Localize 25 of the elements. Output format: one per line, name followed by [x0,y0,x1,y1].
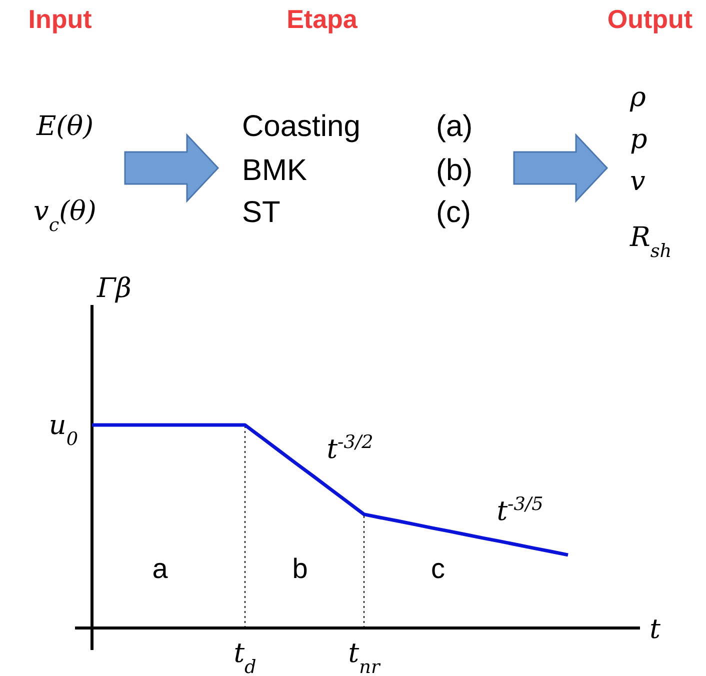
annotation: a [152,553,168,584]
x-axis-title: t [650,614,661,645]
x-tick-label: t$_{nr}$ [348,638,381,676]
text: p [630,124,648,155]
text: ρ [629,82,646,113]
text: Input [28,4,92,34]
text: v$_{c}$(θ) [34,196,96,236]
text: Coasting [242,110,360,143]
text: (b) [436,154,473,187]
annotation: c [431,553,445,584]
text: Output [607,4,693,34]
text: ST [242,196,280,229]
text: (a) [436,110,473,143]
annotation: t$^{-3/2}$ [326,432,374,465]
annotation: b [292,553,308,584]
y-axis-title: Γβ [96,273,132,304]
annotation: t$^{-3/5}$ [496,494,544,527]
text: R$_{sh}$ [629,222,672,262]
text: Etapa [286,4,358,34]
x-tick-label: t$_{d}$ [234,638,257,676]
text: (c) [436,196,471,229]
annotation: u$_{0}$ [48,410,78,450]
text: v [630,166,646,197]
text: E(θ) [35,111,94,142]
text: BMK [242,154,308,187]
